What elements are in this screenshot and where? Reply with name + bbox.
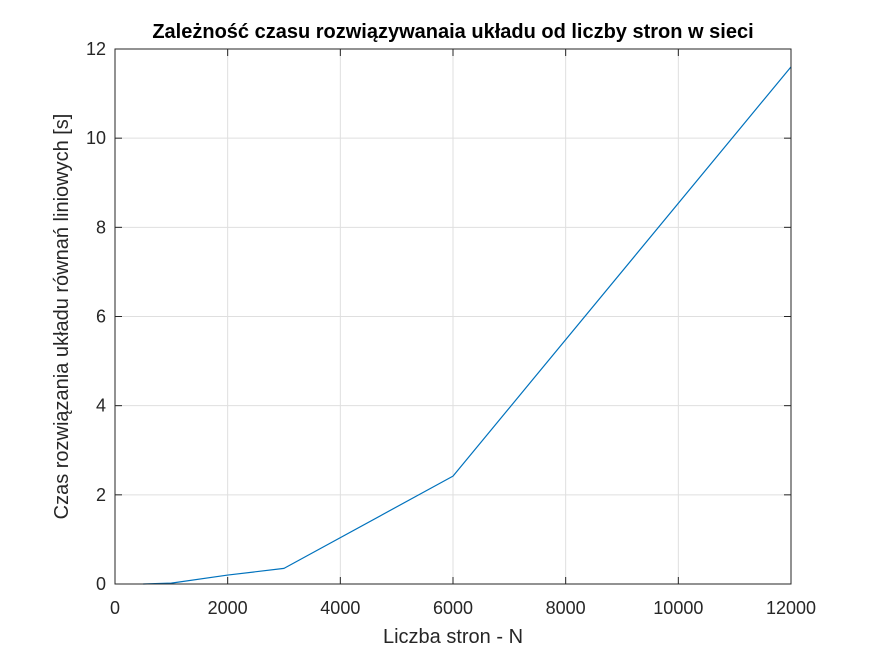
y-tick-label: 8 — [96, 217, 106, 237]
x-tick-label: 6000 — [433, 598, 473, 618]
x-tick-label: 10000 — [653, 598, 703, 618]
y-tick-label: 4 — [96, 396, 106, 416]
series-line — [143, 66, 792, 585]
x-tick-label: 2000 — [208, 598, 248, 618]
x-tick-label: 0 — [110, 598, 120, 618]
ticks — [114, 48, 792, 585]
x-axis-label: Liczba stron - N — [383, 626, 523, 648]
chart-title: Zależność czasu rozwiązywanaia układu od… — [152, 21, 753, 43]
y-tick-label: 10 — [86, 128, 106, 148]
x-tick-label: 4000 — [320, 598, 360, 618]
series-layer — [143, 66, 792, 585]
y-axis-label: Czas rozwiązania układu równań liniowych… — [51, 114, 73, 520]
y-tick-label: 12 — [86, 39, 106, 59]
tick-labels: 0 2000 4000 6000 8000 10000 12000 0 2 4 6 8 10 12 — [86, 39, 816, 618]
y-tick-label: 2 — [96, 485, 106, 505]
grid — [115, 49, 791, 584]
x-tick-label: 12000 — [766, 598, 816, 618]
y-tick-label: 6 — [96, 307, 106, 327]
y-tick-label: 0 — [96, 574, 106, 594]
x-tick-label: 8000 — [546, 598, 586, 618]
